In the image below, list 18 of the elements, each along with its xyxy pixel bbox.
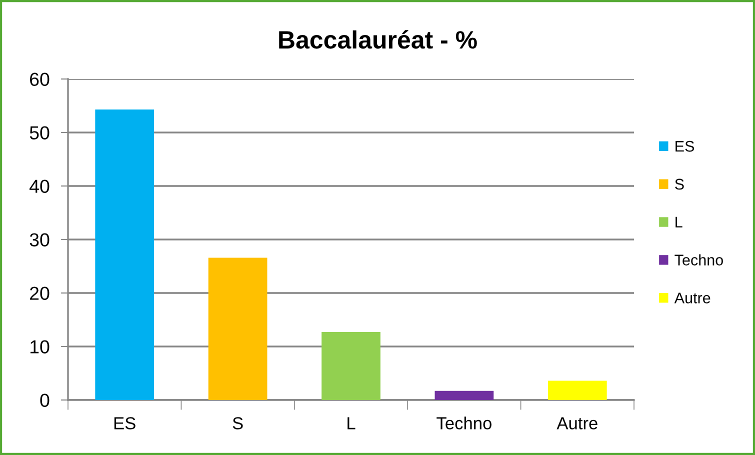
y-tick-label: 30	[30, 233, 50, 246]
y-tick-label: 40	[30, 180, 50, 193]
y-tick-label: 50	[30, 126, 50, 140]
x-tick-label: L	[348, 417, 356, 430]
legend-label: ES	[676, 140, 694, 152]
y-tick-label: 60	[30, 72, 50, 86]
chart-title: Baccalauréat - %	[279, 30, 477, 49]
legend-label: S	[675, 178, 684, 190]
legend-label: Autre	[674, 292, 710, 304]
legend-label: L	[676, 216, 682, 228]
x-tick-label: Autre	[556, 417, 598, 430]
y-tick-label: 10	[30, 340, 50, 354]
x-tick-label: Techno	[436, 416, 492, 430]
x-tick-label: S	[232, 417, 243, 430]
x-tick-label: ES	[114, 417, 136, 430]
legend-label: Techno	[674, 254, 723, 266]
y-tick-label: 20	[30, 286, 50, 300]
y-tick-label: 0	[40, 394, 50, 407]
